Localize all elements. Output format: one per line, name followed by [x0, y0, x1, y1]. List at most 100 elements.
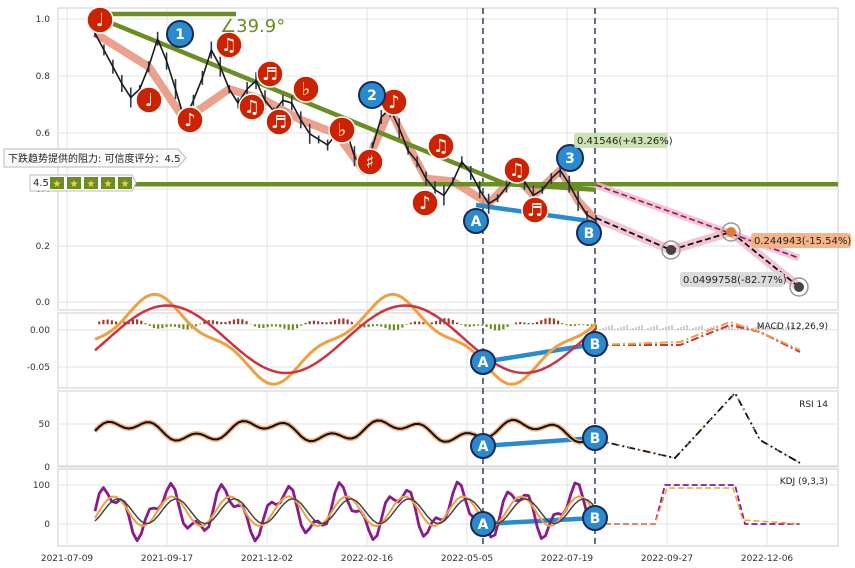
music-note-marker — [521, 196, 549, 224]
music-note-glyph: ♪ — [184, 110, 196, 131]
divergence-badge — [582, 331, 608, 357]
rsi-y-tick-label: 0 — [44, 463, 50, 473]
divergence-label: B — [590, 431, 601, 447]
rating-star-icon — [67, 177, 81, 189]
rating-star-glyph: ★ — [121, 179, 130, 190]
divergence-label: A — [478, 517, 489, 533]
macd-panel-title: MACD (12,26,9) — [757, 322, 828, 332]
wave-number-badge — [556, 144, 584, 172]
music-note-marker — [503, 156, 531, 184]
music-note-glyph: ♬ — [271, 112, 287, 133]
divergence-badge — [582, 505, 608, 531]
music-note-marker — [356, 148, 384, 176]
kdj-d-line — [94, 498, 597, 525]
divergence-label: B — [584, 226, 595, 242]
value-annotation-text: 0.0499758(-82.77%) — [683, 275, 787, 286]
divergence-badge — [463, 208, 489, 234]
kdj-j-line — [93, 480, 597, 543]
macd-forecast-line — [596, 323, 801, 353]
trend-angle-label: ∠39.9° — [220, 16, 285, 37]
music-note-glyph: ♪ — [388, 92, 400, 113]
forecast-point — [666, 245, 676, 255]
music-note-marker — [328, 116, 356, 144]
value-annotation-text: 0.244943(-15.54%) — [754, 236, 851, 247]
x-tick-label: 2022-12-06 — [741, 554, 794, 564]
macd-line — [94, 292, 598, 386]
wave-number-badge — [358, 81, 386, 109]
music-note-marker — [292, 75, 320, 103]
forecast-point-ring — [789, 277, 809, 297]
x-tick-label: 2022-09-27 — [641, 554, 693, 564]
divergence-badge — [582, 425, 608, 451]
forecast-point-ring — [661, 240, 681, 260]
forecast-line — [595, 217, 800, 288]
x-tick-label: 2022-05-05 — [441, 554, 493, 564]
resistance-note-box — [3, 148, 187, 168]
divergence-badge — [470, 511, 496, 537]
rsi-forecast-line — [595, 391, 801, 464]
rating-star-icon — [101, 177, 115, 189]
rsi-line — [94, 418, 597, 444]
divergence-label: A — [478, 439, 489, 455]
forecast-point — [726, 227, 736, 237]
wave-number-badge — [166, 20, 194, 48]
forecast-point-ring — [721, 222, 741, 242]
divergence-badge — [576, 220, 602, 246]
music-note-marker — [135, 86, 163, 114]
wave-number-label: 2 — [367, 88, 377, 104]
music-note-marker — [265, 108, 293, 136]
divergence-label: A — [471, 214, 482, 230]
macd-signal-line — [94, 304, 597, 375]
divergence-badge — [470, 433, 496, 459]
rating-star-glyph: ★ — [70, 179, 79, 190]
macd-y-tick-label: 0.00 — [30, 326, 50, 336]
rsi-panel-title: RSI 14 — [799, 400, 828, 410]
price-y-tick-label: 1.0 — [36, 15, 51, 25]
forecast-point — [794, 282, 804, 292]
x-tick-label: 2022-07-19 — [541, 554, 594, 564]
value-annotation-box — [680, 272, 784, 287]
music-note-glyph: ♬ — [262, 64, 278, 85]
music-note-glyph: ♫ — [433, 136, 449, 157]
music-note-glyph: ♭ — [302, 79, 311, 100]
rating-value: 4.5 — [33, 178, 49, 189]
x-tick-label: 2022-02-16 — [341, 554, 394, 564]
divergence-badge — [470, 349, 496, 375]
rating-star-glyph: ★ — [87, 179, 96, 190]
x-tick-label: 2021-07-09 — [41, 554, 94, 564]
rsi-y-tick-label: 50 — [39, 420, 51, 430]
rating-star-icon — [118, 177, 132, 189]
music-note-glyph: ♯ — [366, 152, 375, 173]
music-note-glyph: ♭ — [338, 120, 347, 141]
value-annotation-box — [751, 233, 851, 248]
music-note-marker — [411, 189, 439, 217]
divergence-label: B — [590, 337, 601, 353]
resistance-note-text: 下跌趋势提供的阻力: 可信度评分：4.5 — [8, 152, 180, 165]
music-note-marker — [215, 31, 243, 59]
value-annotation-text: 0.41546(+43.26%) — [577, 136, 673, 147]
music-note-glyph: ♩ — [145, 90, 154, 111]
music-note-glyph: ♫ — [221, 35, 237, 56]
music-note-marker — [427, 132, 455, 160]
value-annotation-box — [574, 133, 668, 148]
divergence-label: A — [478, 355, 489, 371]
divergence-label: B — [590, 511, 601, 527]
music-note-glyph: ♫ — [509, 160, 525, 181]
rsi-panel-frame — [57, 390, 839, 467]
music-note-marker — [176, 106, 204, 134]
music-note-marker — [256, 60, 284, 88]
music-note-glyph: ♪ — [419, 193, 431, 214]
rating-star-glyph: ★ — [53, 179, 62, 190]
kdj-y-tick-label: 0 — [44, 520, 50, 530]
macd-y-tick-label: -0.05 — [27, 363, 50, 373]
price-y-tick-label: 0.0 — [36, 298, 51, 308]
kdj-y-tick-label: 100 — [33, 481, 50, 491]
price-y-tick-label: 0.8 — [36, 72, 51, 82]
price-y-tick-label: 0.2 — [36, 242, 50, 252]
music-note-glyph: ♩ — [96, 10, 105, 31]
wave-number-label: 3 — [565, 151, 575, 167]
music-note-glyph: ♬ — [527, 200, 543, 221]
